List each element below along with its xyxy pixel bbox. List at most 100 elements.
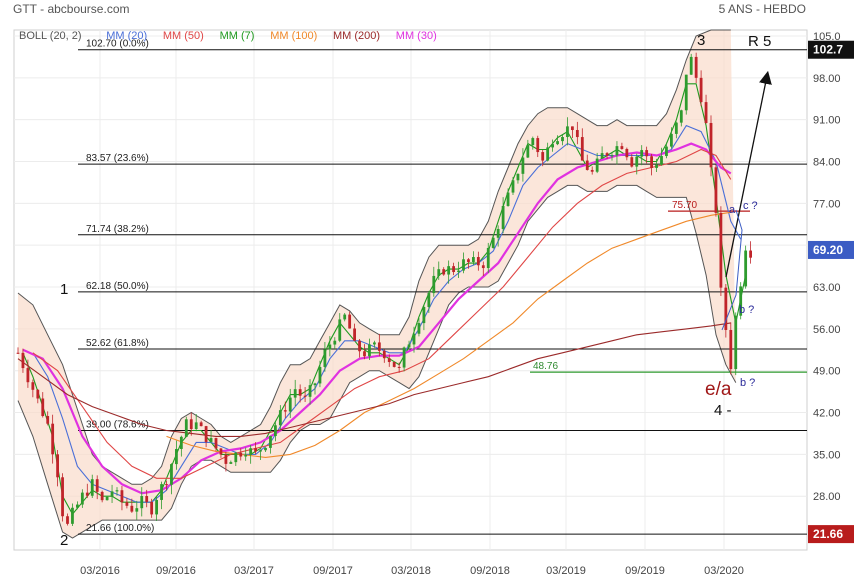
- candle-body: [323, 349, 327, 367]
- fib-level-label: 62.18 (50.0%): [86, 281, 149, 292]
- x-tick-label: 03/2016: [80, 565, 120, 577]
- candle-body: [303, 395, 307, 397]
- candle-body: [744, 250, 748, 287]
- candle-body: [204, 426, 208, 442]
- candle-body: [313, 383, 317, 386]
- y-tick-label: 91.00: [813, 115, 841, 127]
- candle-body: [288, 397, 292, 412]
- candle-body: [516, 173, 520, 181]
- candle-body: [645, 150, 649, 157]
- candle-body: [110, 491, 114, 497]
- candle-body: [521, 157, 525, 174]
- candle-body: [476, 257, 480, 266]
- fib-level-label: 21.66 (100.0%): [86, 523, 154, 534]
- resistance-label: 75.70: [672, 200, 697, 211]
- candle-body: [41, 398, 45, 417]
- wave-b-question-upper: b ?: [739, 304, 754, 316]
- candle-body: [486, 247, 490, 269]
- candle-body: [610, 155, 614, 157]
- price-tag-label: 21.66: [813, 527, 843, 541]
- y-tick-label: 42.00: [813, 408, 841, 420]
- candle-body: [655, 164, 658, 168]
- price-tag: [808, 240, 854, 259]
- candle-body: [353, 328, 356, 341]
- candle-body: [660, 156, 663, 165]
- candle-body: [699, 77, 703, 103]
- fib-level-label: 83.57 (23.6%): [86, 153, 149, 164]
- wave-annotations: 1 2 3 R 5 e/a 4 - a c ? b ? b ?: [60, 32, 772, 549]
- candle-body: [95, 479, 99, 492]
- bollinger-band-fill: [18, 30, 736, 538]
- candle-body: [625, 148, 629, 158]
- candle-body: [125, 502, 129, 506]
- candle-body: [170, 464, 173, 485]
- candle-body: [605, 153, 609, 156]
- candle-body: [209, 438, 213, 442]
- candle-body: [244, 454, 248, 457]
- candle-body: [175, 448, 178, 465]
- candle-body: [739, 286, 743, 316]
- x-tick-label: 09/2017: [313, 565, 353, 577]
- moving-average-line: [32, 148, 732, 479]
- candle-body: [298, 389, 302, 396]
- candle-body: [80, 492, 84, 505]
- candle-body: [135, 508, 139, 512]
- candle-body: [373, 342, 376, 345]
- candle-body: [105, 496, 109, 501]
- wave-r5-label: R 5: [748, 33, 771, 50]
- candle-body: [427, 293, 431, 307]
- candle-body: [36, 389, 40, 399]
- y-tick-label: 49.00: [813, 366, 841, 378]
- candle-body: [234, 452, 238, 463]
- fib-level-label: 39.00 (78.6%): [86, 419, 149, 430]
- candle-body: [704, 102, 708, 123]
- candle-body: [382, 350, 386, 359]
- wave-4-label: 4 -: [714, 402, 732, 419]
- candle-body: [160, 484, 163, 500]
- candle-body: [338, 319, 342, 341]
- candle-body: [26, 368, 30, 383]
- candle-body: [472, 257, 475, 262]
- candle-body: [71, 507, 74, 524]
- wave-1-label: 1: [60, 281, 68, 298]
- legend-item: MM (100): [270, 30, 317, 42]
- legend-item: MM (50): [163, 30, 204, 42]
- candle-body: [333, 340, 337, 345]
- wave-ea-label: e/a: [705, 379, 732, 400]
- candle-body: [264, 447, 267, 451]
- chart-header-period: 5 ANS - HEBDO: [718, 2, 806, 16]
- candle-body: [130, 505, 134, 512]
- fib-level-label: 52.62 (61.8%): [86, 338, 149, 349]
- x-tick-label: 03/2020: [704, 565, 744, 577]
- candle-body: [61, 477, 64, 517]
- candle-body: [155, 499, 158, 515]
- candle-body: [724, 287, 728, 330]
- candle-body: [31, 382, 35, 390]
- y-tick-label: 84.00: [813, 156, 841, 168]
- moving-average-line: [17, 322, 731, 437]
- price-tag: [808, 40, 854, 59]
- candle-body: [179, 436, 183, 449]
- candle-body: [278, 410, 282, 426]
- candle-body: [51, 423, 55, 455]
- candle-body: [531, 138, 535, 146]
- candle-body: [457, 270, 460, 273]
- candle-body: [501, 205, 505, 229]
- wave-b-question-lower: b ?: [740, 377, 755, 389]
- wave-c-question-label: c ?: [743, 200, 758, 212]
- candle-body: [694, 56, 698, 78]
- candle-body: [585, 160, 589, 170]
- candle-body: [269, 436, 272, 448]
- candle-body: [491, 237, 495, 248]
- candle-body: [224, 454, 228, 464]
- candle-body: [620, 146, 624, 149]
- candle-body: [308, 385, 312, 397]
- y-tick-label: 63.00: [813, 282, 841, 294]
- candle-body: [595, 158, 599, 172]
- legend-item: MM (200): [333, 30, 380, 42]
- candle-body: [184, 419, 188, 437]
- price-tag-label: 69.20: [813, 243, 843, 257]
- x-tick-label: 03/2019: [546, 565, 586, 577]
- candle-body: [254, 448, 257, 452]
